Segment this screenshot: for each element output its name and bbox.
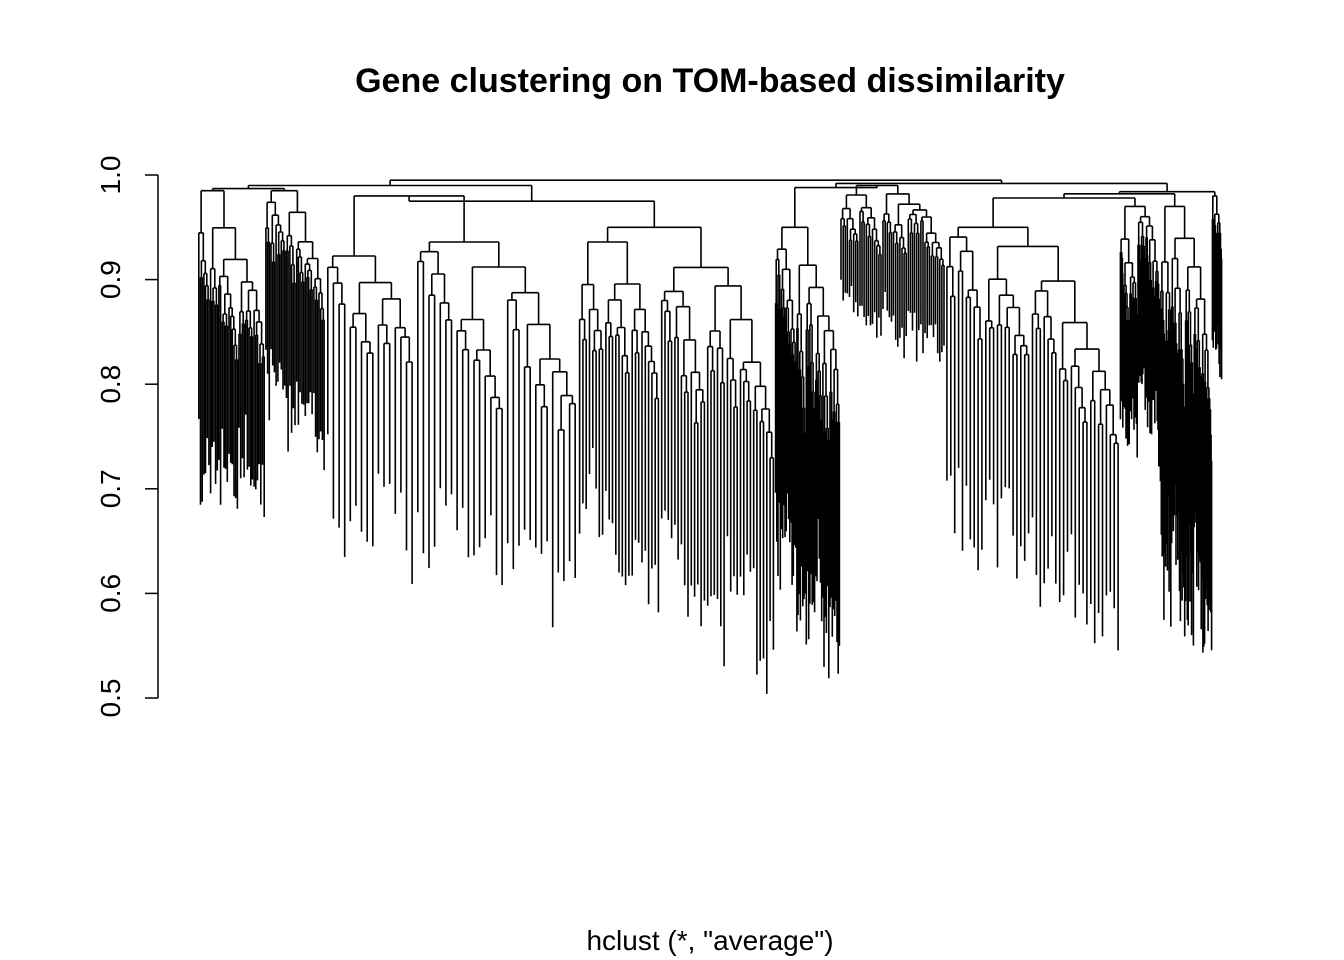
y-tick-label: 0.6 (95, 574, 126, 613)
y-tick-label: 0.9 (95, 260, 126, 299)
chart-title: Gene clustering on TOM-based dissimilari… (355, 62, 1065, 100)
dendrogram-tree (198, 179, 1223, 694)
y-axis: 0.5 0.6 0.7 0.8 0.9 1.0 (95, 156, 159, 718)
y-tick-label: 0.5 (95, 679, 126, 718)
y-tick-label: 1.0 (95, 156, 126, 195)
dendrogram-branches (198, 179, 1223, 694)
x-axis-label: hclust (*, "average") (586, 925, 833, 956)
y-tick-label: 0.7 (95, 469, 126, 508)
y-tick-label: 0.8 (95, 365, 126, 404)
